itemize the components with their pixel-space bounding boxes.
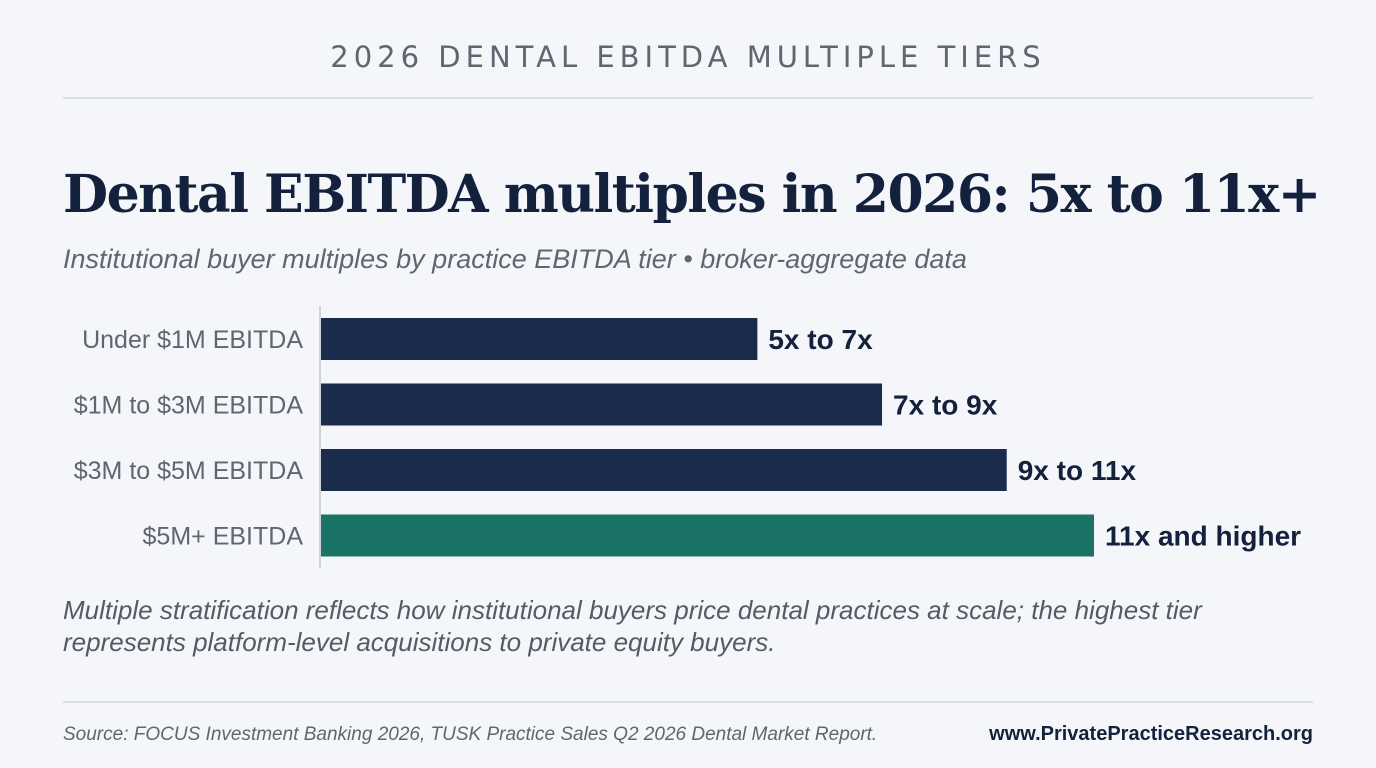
bar xyxy=(321,383,883,426)
category-label: $1M to $3M EBITDA xyxy=(74,392,304,420)
bar xyxy=(321,449,1007,491)
bar-data-label: 11x and higher xyxy=(1105,521,1301,552)
bar-data-label: 9x to 11x xyxy=(1018,455,1137,486)
page-kicker: 2026 DENTAL EBITDA MULTIPLE TIERS xyxy=(330,40,1046,74)
chart-title: Dental EBITDA multiples in 2026: 5x to 1… xyxy=(63,164,1321,225)
category-label: $5M+ EBITDA xyxy=(143,523,304,551)
bottom-divider xyxy=(63,701,1313,703)
bar-chart: Under $1M EBITDA 5x to 7x $1M to $3M EBITD… xyxy=(74,306,1301,568)
category-label: $3M to $5M EBITDA xyxy=(74,457,304,485)
bar-data-label: 5x to 7x xyxy=(768,324,873,355)
bar-data-label: 7x to 9x xyxy=(893,390,998,421)
top-divider xyxy=(63,97,1313,99)
chart-note: Multiple stratification reflects how ins… xyxy=(63,595,1202,657)
website-link[interactable]: www.PrivatePracticeResearch.org xyxy=(989,723,1313,745)
bar xyxy=(321,514,1094,557)
chart-subtitle: Institutional buyer multiples by practic… xyxy=(63,244,967,274)
source-citation: Source: FOCUS Investment Banking 2026, T… xyxy=(63,724,878,745)
bar xyxy=(321,318,758,360)
category-label: Under $1M EBITDA xyxy=(82,326,303,354)
